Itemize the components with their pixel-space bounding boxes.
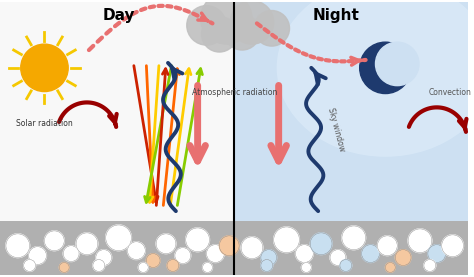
Circle shape bbox=[224, 14, 260, 50]
Circle shape bbox=[186, 228, 210, 252]
Circle shape bbox=[21, 44, 68, 92]
Circle shape bbox=[45, 231, 64, 251]
Text: Sky window: Sky window bbox=[326, 106, 346, 152]
Circle shape bbox=[167, 260, 179, 271]
Circle shape bbox=[207, 245, 224, 263]
Circle shape bbox=[362, 245, 380, 263]
Circle shape bbox=[201, 0, 252, 44]
Circle shape bbox=[175, 248, 191, 263]
Circle shape bbox=[106, 225, 131, 251]
Bar bbox=[0, 2, 234, 275]
Text: Atmospheric radiation: Atmospheric radiation bbox=[191, 88, 277, 97]
Circle shape bbox=[360, 42, 411, 94]
Bar bbox=[0, 221, 468, 275]
Circle shape bbox=[395, 250, 411, 265]
Circle shape bbox=[201, 16, 237, 52]
Circle shape bbox=[128, 242, 145, 260]
Circle shape bbox=[261, 260, 273, 271]
Circle shape bbox=[6, 234, 30, 258]
Circle shape bbox=[424, 260, 436, 271]
Text: Day: Day bbox=[102, 8, 135, 23]
Circle shape bbox=[428, 245, 446, 263]
Circle shape bbox=[301, 263, 311, 272]
Circle shape bbox=[76, 233, 98, 255]
Text: Convection: Convection bbox=[428, 88, 471, 97]
Circle shape bbox=[146, 254, 160, 268]
Circle shape bbox=[230, 1, 273, 44]
Circle shape bbox=[156, 234, 176, 254]
Circle shape bbox=[261, 250, 277, 265]
Ellipse shape bbox=[277, 0, 474, 157]
Circle shape bbox=[202, 263, 212, 272]
Circle shape bbox=[63, 246, 79, 261]
Circle shape bbox=[408, 229, 432, 253]
Circle shape bbox=[241, 237, 263, 258]
Circle shape bbox=[138, 263, 148, 272]
Circle shape bbox=[342, 226, 365, 250]
Circle shape bbox=[310, 233, 332, 255]
Circle shape bbox=[187, 6, 226, 45]
Circle shape bbox=[377, 236, 397, 256]
Circle shape bbox=[385, 263, 395, 272]
Text: Night: Night bbox=[312, 8, 359, 23]
Circle shape bbox=[96, 250, 112, 265]
Circle shape bbox=[219, 236, 239, 256]
Bar bbox=[234, 2, 468, 275]
Text: Solar radiation: Solar radiation bbox=[16, 119, 73, 128]
Circle shape bbox=[273, 227, 300, 253]
Circle shape bbox=[28, 247, 46, 265]
Circle shape bbox=[93, 260, 105, 271]
Circle shape bbox=[340, 260, 352, 271]
Circle shape bbox=[295, 245, 313, 263]
Circle shape bbox=[330, 250, 346, 265]
Circle shape bbox=[254, 11, 290, 46]
Circle shape bbox=[24, 260, 36, 271]
Circle shape bbox=[442, 235, 464, 257]
Circle shape bbox=[59, 263, 69, 272]
Circle shape bbox=[375, 42, 419, 86]
